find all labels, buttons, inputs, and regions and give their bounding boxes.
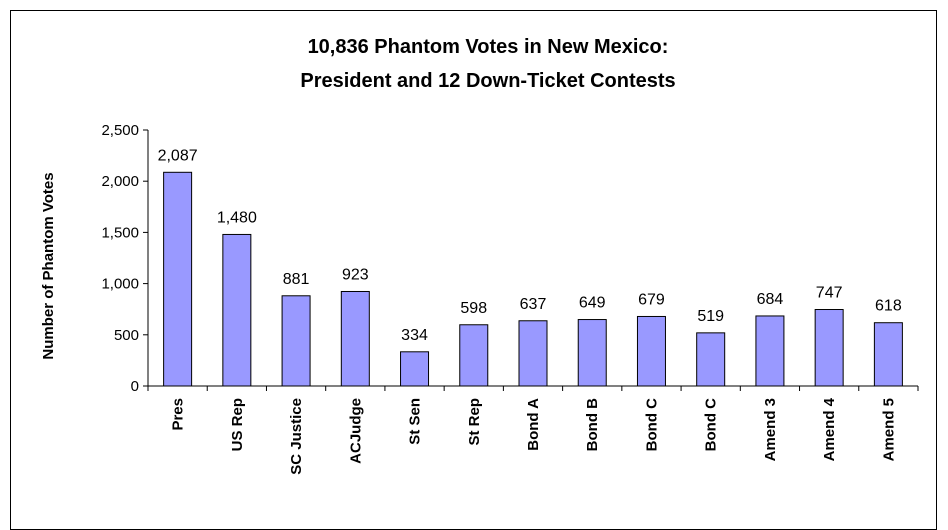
bar	[459, 324, 489, 387]
x-category-label: Bond C	[703, 398, 720, 451]
x-category-label: Pres	[170, 398, 187, 431]
bar	[873, 322, 903, 387]
bar	[518, 320, 548, 387]
bar	[696, 332, 726, 387]
data-label: 747	[816, 285, 843, 302]
data-label: 637	[520, 296, 547, 313]
bar	[755, 315, 785, 387]
y-tick-label: 500	[114, 327, 139, 344]
y-tick-label: 2,000	[101, 173, 139, 190]
bar	[163, 171, 193, 387]
y-tick-label: 1,000	[101, 276, 139, 293]
x-category-label: Amend 5	[880, 398, 897, 461]
x-category-label: Amend 4	[821, 397, 838, 461]
x-category-label: US Rep	[229, 398, 246, 451]
x-category-label: Bond A	[525, 398, 542, 451]
x-category-label: ACJudge	[347, 398, 364, 464]
data-label: 679	[638, 291, 665, 308]
data-label: 1,480	[217, 209, 257, 226]
x-category-label: Bond B	[584, 398, 601, 451]
bar	[400, 351, 430, 387]
data-label: 519	[697, 308, 724, 325]
data-label: 598	[460, 300, 487, 317]
data-label: 2,087	[158, 147, 198, 164]
bar	[340, 290, 370, 387]
data-label: 881	[283, 271, 310, 288]
y-tick-label: 2,500	[101, 122, 139, 139]
data-label: 684	[757, 291, 784, 308]
plot-area: 0 500 1,000 1,500 2,000 2,500 2,087 Pres 1,480 US…	[101, 122, 919, 475]
chart-title-line-1: 10,836 Phantom Votes in New Mexico:	[308, 36, 669, 58]
data-label: 649	[579, 295, 606, 312]
y-tick-label: 1,500	[101, 224, 139, 241]
x-category-label: Amend 3	[762, 398, 779, 461]
chart-title-line-2: President and 12 Down-Ticket Contests	[300, 70, 675, 92]
x-category-label: SC Justice	[288, 398, 305, 475]
x-category-label: Bond C	[643, 398, 660, 451]
y-axis-label: Number of Phantom Votes	[40, 172, 57, 359]
x-category-label: St Rep	[466, 398, 483, 446]
y-tick-label: 0	[131, 378, 139, 395]
bar	[636, 315, 666, 387]
bar	[281, 295, 311, 387]
bar	[222, 233, 252, 387]
bar	[814, 309, 844, 387]
data-label: 618	[875, 298, 902, 315]
data-label: 923	[342, 266, 369, 283]
x-category-label: St Sen	[407, 398, 424, 445]
data-label: 334	[401, 327, 428, 344]
bar	[577, 319, 607, 387]
